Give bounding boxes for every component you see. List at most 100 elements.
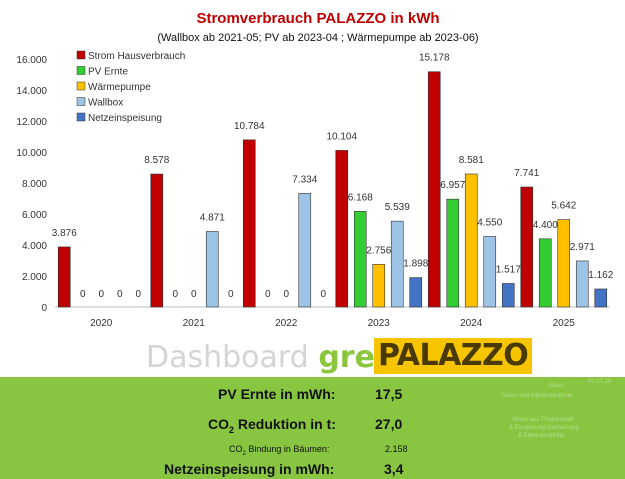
bar bbox=[150, 173, 164, 308]
bar-value-label: 6.957 bbox=[440, 180, 465, 191]
bar-value-label: 0 bbox=[228, 289, 234, 300]
bar bbox=[335, 150, 349, 308]
legend-swatch bbox=[76, 50, 86, 60]
bar-value-label: 0 bbox=[191, 289, 197, 300]
bar-value-label: 0 bbox=[80, 289, 86, 300]
legend-swatch bbox=[76, 81, 86, 91]
bar bbox=[483, 236, 497, 308]
legend-label: Wärmepumpe bbox=[88, 82, 151, 93]
bar-labels: 3.876 0 0 0 0 8.578 0 0 4.871 0 10.784 0 0 7.334 0 10.1… bbox=[52, 53, 614, 300]
bar-value-label: 0 bbox=[135, 289, 141, 300]
bar bbox=[409, 277, 423, 308]
y-tick-label: 8.000 bbox=[22, 179, 47, 190]
bar bbox=[594, 288, 608, 308]
chart: Stromverbrauch PALAZZO in kWh (Wallbox a… bbox=[16, 10, 614, 329]
bar bbox=[557, 219, 571, 308]
chart-subtitle: (Wallbox ab 2021-05; PV ab 2023-04 ; Wär… bbox=[157, 32, 478, 44]
bar bbox=[501, 283, 515, 308]
bar bbox=[372, 263, 386, 308]
pv-label: PV Ernte in mWh: bbox=[218, 386, 336, 402]
legend-swatch bbox=[76, 66, 86, 75]
trees-label-post: Bindung in Bäumen: bbox=[245, 444, 330, 454]
legend-label: PV Ernte bbox=[88, 67, 128, 78]
bar bbox=[353, 211, 367, 308]
y-tick-label: 2.000 bbox=[22, 272, 47, 283]
bar-value-label: 3.876 bbox=[52, 228, 77, 239]
bar-value-label: 1.517 bbox=[496, 264, 521, 275]
y-tick-label: 6.000 bbox=[22, 210, 47, 221]
bar-value-label: 0 bbox=[265, 289, 271, 300]
legend-label: Wallbox bbox=[88, 98, 123, 109]
net-label: Netzeinspeisung in mWh: bbox=[164, 461, 335, 477]
side-note-1: Daten seit Inbetriebnahme bbox=[502, 393, 573, 399]
co2-label: CO2 Reduktion in t: bbox=[208, 416, 336, 435]
bar bbox=[538, 238, 552, 308]
side-note-2: Strom aus Photovoltaik bbox=[512, 417, 574, 423]
bar-value-label: 0 bbox=[320, 289, 326, 300]
y-tick-label: 4.000 bbox=[22, 241, 47, 252]
legend-label: Strom Hausverbrauch bbox=[88, 51, 185, 62]
x-tick-label: 2023 bbox=[368, 318, 391, 329]
x-tick-label: 2024 bbox=[460, 318, 483, 329]
side-note-4: & Elektromobilität bbox=[518, 433, 565, 439]
bar bbox=[464, 173, 478, 308]
bar-value-label: 0 bbox=[172, 289, 178, 300]
legend: Strom Hausverbrauch PV Ernte Wärmepumpe Wal… bbox=[76, 50, 185, 124]
bar-value-label: 1.162 bbox=[588, 270, 613, 281]
bar-value-label: 5.539 bbox=[385, 202, 410, 213]
brand-dashboard-text: Dashboard bbox=[146, 340, 309, 375]
bar bbox=[205, 231, 219, 308]
bar bbox=[242, 139, 256, 308]
co2-label-post: Reduktion in t: bbox=[234, 416, 336, 432]
x-tick-label: 2022 bbox=[275, 318, 298, 329]
y-tick-label: 14.000 bbox=[16, 86, 47, 97]
kpi-panel: PV Ernte in mWh: 17,5 CO2 Reduktion in t… bbox=[0, 377, 625, 479]
pv-value: 17,5 bbox=[375, 386, 403, 402]
bar-value-label: 2.756 bbox=[366, 245, 391, 256]
co2-label-pre: CO bbox=[208, 416, 229, 432]
bar-value-label: 5.642 bbox=[551, 201, 576, 212]
y-tick-label: 12.000 bbox=[16, 117, 47, 128]
y-tick-label: 10.000 bbox=[16, 148, 47, 159]
co2-label-sub: 2 bbox=[229, 424, 235, 435]
bar-value-label: 7.741 bbox=[514, 168, 539, 179]
y-axis: 0 2.000 4.000 6.000 8.000 10.000 12.000 14.000 1… bbox=[16, 55, 47, 314]
bar-value-label: 8.578 bbox=[144, 155, 169, 166]
legend-swatch bbox=[76, 97, 86, 106]
trees-label-sub: 2 bbox=[242, 450, 246, 457]
bar-value-label: 4.871 bbox=[200, 212, 225, 223]
bar-value-label: 0 bbox=[283, 289, 289, 300]
side-stand: Stand bbox=[548, 383, 564, 389]
net-value: 3,4 bbox=[384, 461, 404, 477]
side-date: 01.07.25 bbox=[588, 379, 612, 385]
bar-value-label: 7.334 bbox=[292, 174, 317, 185]
trees-value: 2.158 bbox=[385, 444, 408, 454]
y-tick-label: 16.000 bbox=[16, 55, 47, 66]
brand-palazzo-text: PALAZZO bbox=[374, 338, 533, 374]
bar bbox=[390, 220, 404, 308]
bar-value-label: 4.550 bbox=[477, 217, 502, 228]
bar-value-label: 0 bbox=[117, 289, 123, 300]
bar bbox=[427, 71, 441, 308]
trees-label: CO2 Bindung in Bäumen: bbox=[229, 444, 329, 457]
bar-value-label: 6.168 bbox=[348, 192, 373, 203]
legend-swatch bbox=[76, 112, 86, 122]
bar-value-label: 1.898 bbox=[403, 259, 428, 270]
bar bbox=[520, 186, 534, 308]
bar bbox=[298, 193, 312, 308]
chart-title: Stromverbrauch PALAZZO in kWh bbox=[196, 10, 439, 27]
x-tick-label: 2021 bbox=[183, 318, 206, 329]
bar bbox=[446, 198, 460, 308]
bars bbox=[57, 71, 608, 308]
bar-value-label: 2.971 bbox=[570, 242, 595, 253]
bar-value-label: 4.400 bbox=[533, 220, 558, 231]
x-tick-label: 2025 bbox=[553, 318, 576, 329]
side-note-3: & Einsparung Gasheizung bbox=[509, 425, 579, 431]
bar-value-label: 0 bbox=[98, 289, 104, 300]
trees-label-pre: CO bbox=[229, 444, 243, 454]
bar-value-label: 10.104 bbox=[326, 131, 357, 142]
legend-label: Netzeinspeisung bbox=[88, 113, 162, 124]
y-tick-label: 0 bbox=[41, 303, 47, 314]
bar-value-label: 10.784 bbox=[234, 121, 265, 132]
bar-value-label: 8.581 bbox=[459, 155, 484, 166]
